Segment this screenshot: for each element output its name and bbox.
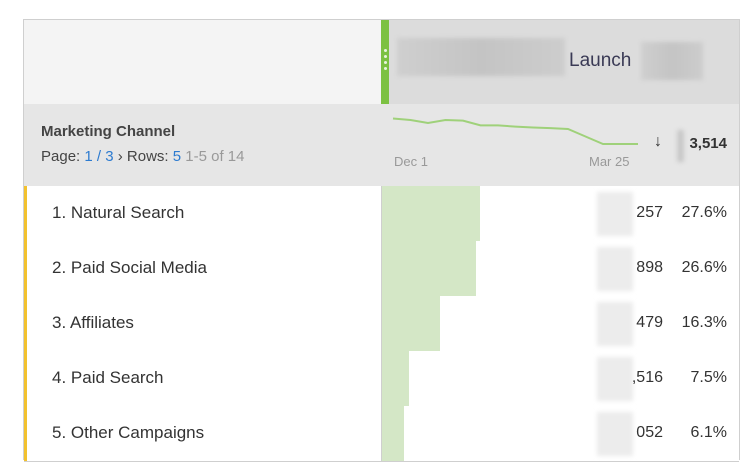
table-row[interactable]: 4. Paid Search ,516 7.5% <box>24 351 739 407</box>
column-divider <box>381 351 382 406</box>
metric-title: Launch <box>569 50 632 71</box>
table-row[interactable]: 3. Affiliates 479 16.3% <box>24 296 739 352</box>
column-drag-handle[interactable] <box>381 20 389 104</box>
page-label: Page: <box>41 148 81 165</box>
table-row[interactable]: 5. Other Campaigns 052 6.1% <box>24 406 739 462</box>
row-label[interactable]: 2. Paid Social Media <box>52 258 207 277</box>
redacted-text <box>641 42 703 80</box>
row-value: 052 <box>636 424 663 441</box>
rows-selector[interactable]: 5 <box>172 148 182 165</box>
row-marker <box>24 296 27 351</box>
redacted-text <box>677 130 684 162</box>
row-value: 257 <box>636 204 663 221</box>
table-row[interactable]: 1. Natural Search 257 27.6% <box>24 186 739 242</box>
percent-bar <box>382 296 440 351</box>
date-start: Dec 1 <box>394 154 428 169</box>
metric-header[interactable]: Launch <box>389 20 739 105</box>
percent-bar <box>382 241 477 296</box>
redacted-value <box>597 412 633 456</box>
row-percent: 26.6% <box>681 259 727 276</box>
page-selector[interactable]: 1 / 3 <box>84 148 114 165</box>
rows-label: Rows: <box>126 148 169 165</box>
percent-bar <box>382 186 480 241</box>
percent-bar <box>382 351 409 406</box>
freeform-table: Launch Marketing Channel Page: 1 / 3 › R… <box>23 19 740 462</box>
column-divider <box>381 406 382 461</box>
row-range: 1-5 of 14 <box>185 148 245 165</box>
row-percent: 6.1% <box>690 424 727 441</box>
redacted-value <box>597 302 633 346</box>
row-percent: 7.5% <box>690 369 727 386</box>
row-percent: 16.3% <box>681 314 727 331</box>
column-divider <box>381 186 382 241</box>
redacted-value <box>597 192 633 236</box>
row-marker <box>24 186 27 241</box>
pagination: Page: 1 / 3 › Rows: 5 1-5 of 14 <box>41 148 245 165</box>
redacted-value <box>597 357 633 401</box>
row-label[interactable]: 1. Natural Search <box>52 203 185 222</box>
column-total: 3,514 <box>689 135 727 152</box>
trend-sparkline <box>392 117 638 145</box>
row-percent: 27.6% <box>681 204 727 221</box>
next-page-icon[interactable]: › <box>117 148 123 165</box>
column-divider <box>381 296 382 351</box>
row-value: 479 <box>636 314 663 331</box>
table-row[interactable]: 2. Paid Social Media 898 26.6% <box>24 241 739 297</box>
redacted-text <box>397 38 565 76</box>
row-label[interactable]: 4. Paid Search <box>52 368 164 387</box>
row-value: 898 <box>636 259 663 276</box>
row-marker <box>24 241 27 296</box>
row-label[interactable]: 5. Other Campaigns <box>52 423 205 442</box>
row-value: ,516 <box>631 369 663 386</box>
arrow-down-icon[interactable]: ↓ <box>654 133 662 150</box>
row-marker <box>24 351 27 406</box>
column-divider <box>381 241 382 296</box>
sparkline-line <box>392 117 638 145</box>
row-label[interactable]: 3. Affiliates <box>52 313 134 332</box>
redacted-value <box>597 247 633 291</box>
percent-bar <box>382 406 404 461</box>
dimension-header <box>24 20 381 105</box>
row-marker <box>24 406 27 461</box>
summary-row: Marketing Channel Page: 1 / 3 › Rows: 5 … <box>24 104 739 187</box>
date-end: Mar 25 <box>589 154 630 169</box>
dimension-name[interactable]: Marketing Channel <box>41 123 176 140</box>
